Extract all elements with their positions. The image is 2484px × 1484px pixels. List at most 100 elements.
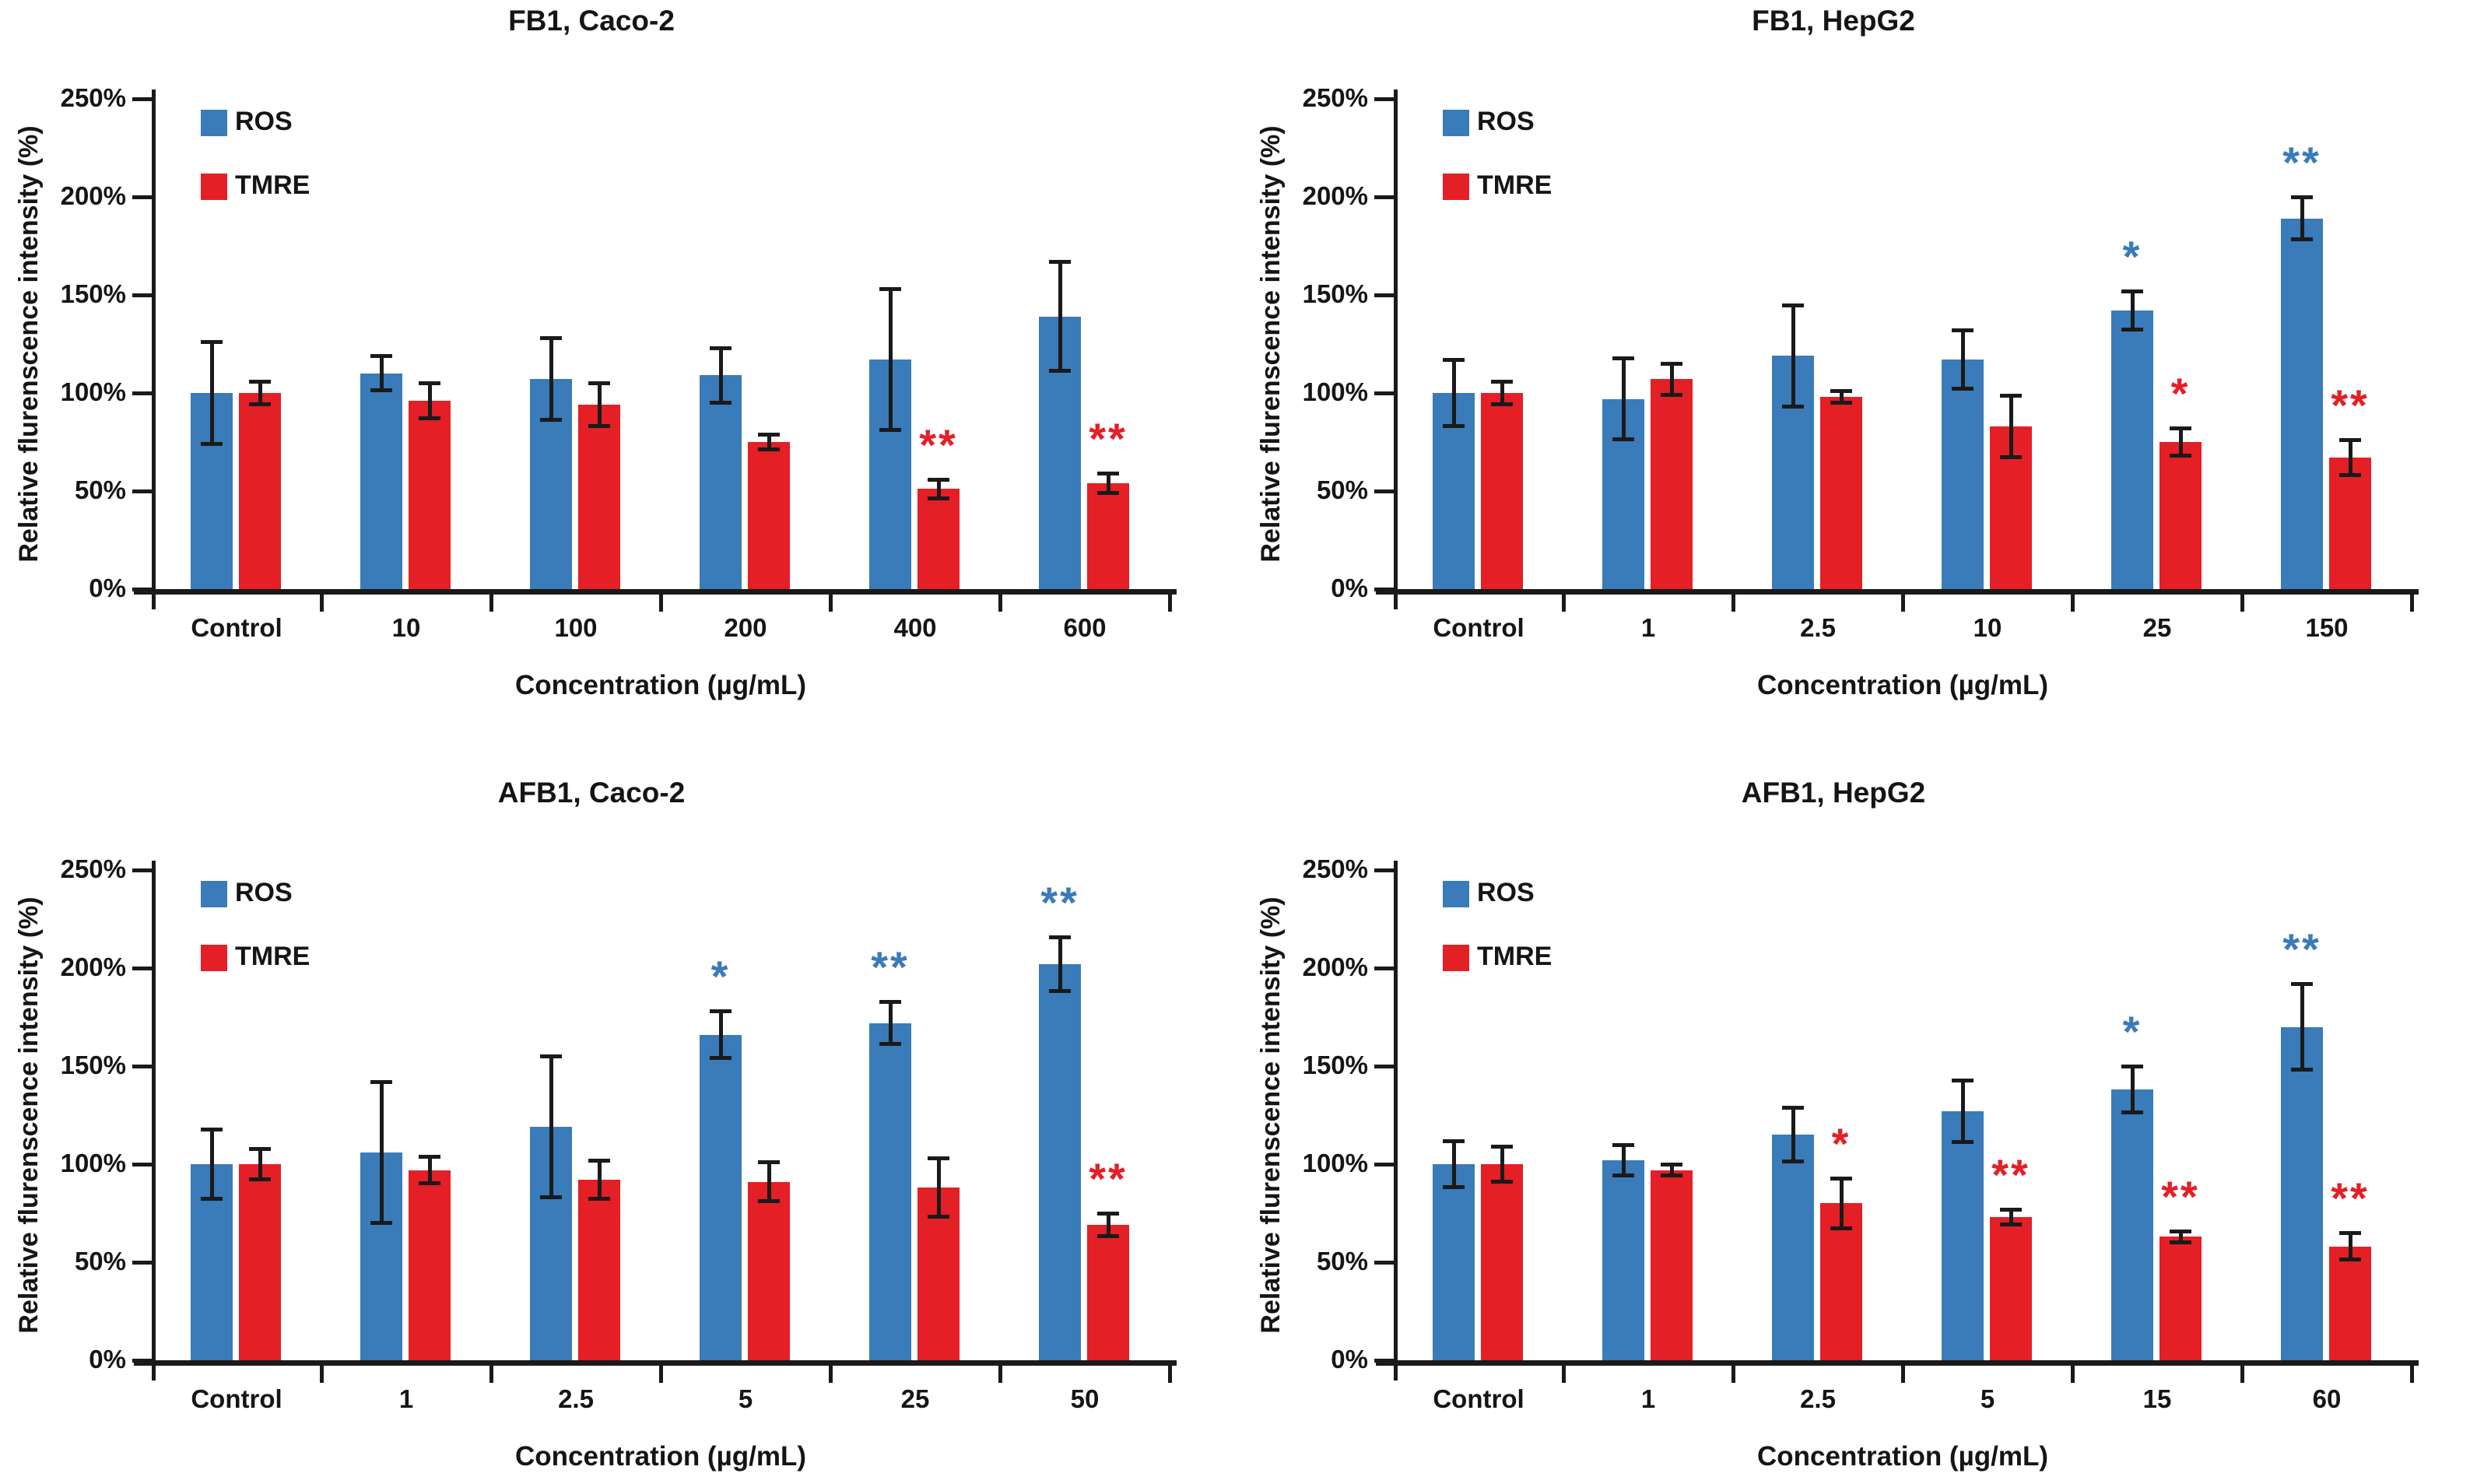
error-cap-top	[758, 1160, 780, 1165]
error-bar	[937, 1158, 941, 1218]
x-tick-label: 25	[900, 1384, 930, 1413]
y-axis-line	[152, 89, 156, 609]
bar-tmre	[578, 405, 620, 589]
bar-ros	[360, 373, 402, 589]
y-axis-label: Relative flurenscence intensity (%)	[1256, 125, 1286, 563]
error-cap-bottom	[2339, 1258, 2361, 1262]
bar-ros	[1602, 1159, 1644, 1360]
y-tick-label: 50%	[74, 1247, 126, 1275]
x-tick	[1731, 1364, 1735, 1383]
significance-marker: *	[2170, 369, 2191, 419]
bar-tmre	[1481, 393, 1523, 589]
error-bar	[719, 1011, 723, 1058]
error-cap-bottom	[758, 1198, 780, 1203]
error-cap-top	[1049, 260, 1071, 265]
error-bar	[1107, 1213, 1110, 1237]
error-cap-bottom	[1830, 1226, 1852, 1231]
error-cap-bottom	[2291, 1068, 2313, 1072]
bar-tmre	[1087, 482, 1129, 589]
error-cap-bottom	[2291, 237, 2313, 242]
y-tick	[132, 588, 153, 591]
y-tick	[1374, 391, 1395, 395]
error-cap-top	[588, 381, 610, 386]
error-bar	[210, 1128, 214, 1200]
error-cap-top	[1782, 1105, 1804, 1110]
x-tick	[489, 593, 493, 612]
y-tick-label: 150%	[60, 279, 126, 308]
error-cap-top	[1612, 1142, 1634, 1147]
error-bar	[1452, 360, 1456, 426]
bar-tmre	[239, 393, 281, 589]
error-bar	[2179, 1230, 2183, 1243]
error-cap-bottom	[1443, 423, 1465, 428]
x-tick	[659, 593, 663, 612]
significance-marker: **	[919, 419, 958, 469]
significance-marker: **	[2161, 1171, 2200, 1221]
bar-tmre	[1481, 1164, 1523, 1360]
error-cap-top	[1661, 1163, 1682, 1167]
y-tick	[1374, 588, 1395, 591]
error-cap-top	[2339, 438, 2361, 443]
y-tick-label: 250%	[1302, 854, 1368, 883]
panel-afb1-hepg2: AFB1, HepG2 Relative flurenscence intensi…	[1242, 742, 2484, 1484]
bar-tmre	[748, 1181, 790, 1360]
error-bar	[2009, 395, 2013, 458]
error-cap-bottom	[249, 402, 271, 407]
x-tick-label: 5	[738, 1384, 753, 1413]
error-cap-bottom	[1612, 1174, 1634, 1178]
error-cap-top	[1491, 379, 1513, 384]
y-tick-label: 150%	[60, 1051, 126, 1079]
error-cap-bottom	[879, 1042, 901, 1047]
error-cap-top	[2339, 1231, 2361, 1236]
error-bar	[380, 1082, 384, 1223]
error-cap-bottom	[540, 418, 562, 423]
error-bar	[1840, 391, 1844, 403]
y-tick-label: 100%	[1302, 1149, 1368, 1177]
x-tick	[1562, 593, 1566, 612]
y-tick	[1374, 1359, 1395, 1363]
error-cap-top	[710, 346, 732, 351]
error-cap-top	[1443, 358, 1465, 363]
error-cap-bottom	[1782, 404, 1804, 409]
y-tick-label: 100%	[60, 1149, 126, 1177]
error-cap-top	[588, 1158, 610, 1163]
legend-label-tmre: TMRE	[235, 942, 310, 971]
legend-label-ros: ROS	[235, 878, 293, 907]
error-bar	[598, 383, 602, 426]
x-tick-label: Control	[1433, 613, 1524, 642]
significance-marker: **	[1089, 1154, 1128, 1203]
x-axis-line	[134, 1360, 1177, 1366]
error-cap-bottom	[2170, 1240, 2191, 1244]
error-cap-bottom	[1612, 437, 1634, 442]
error-cap-top	[249, 379, 271, 384]
error-cap-top	[1049, 935, 1071, 939]
error-cap-top	[1952, 328, 1974, 333]
y-tick-label: 100%	[1302, 377, 1368, 406]
error-bar	[1840, 1177, 1844, 1230]
bar-tmre	[2329, 458, 2371, 589]
y-axis-label: Relative flurenscence intensity (%)	[1256, 896, 1286, 1334]
error-bar	[1670, 363, 1674, 395]
x-tick-label: Control	[1433, 1384, 1524, 1413]
y-tick	[1374, 293, 1395, 297]
bar-ros	[700, 375, 742, 589]
error-cap-top	[2000, 1207, 2022, 1212]
x-tick-label: 1	[1640, 1384, 1656, 1413]
error-cap-bottom	[1491, 402, 1513, 407]
y-tick	[132, 97, 153, 101]
x-tick	[1901, 593, 1905, 612]
error-bar	[1961, 1079, 1965, 1143]
error-cap-top	[2291, 195, 2313, 199]
y-tick-label: 200%	[60, 952, 126, 981]
y-tick-label: 250%	[1302, 83, 1368, 112]
error-bar	[549, 1056, 553, 1198]
error-cap-bottom	[2121, 328, 2143, 332]
error-cap-bottom	[588, 1197, 610, 1202]
x-tick	[320, 1364, 324, 1383]
legend-swatch-tmre-icon	[1443, 945, 1469, 971]
bar-ros	[2281, 218, 2323, 589]
error-cap-bottom	[710, 400, 732, 405]
error-cap-bottom	[1097, 1234, 1119, 1239]
y-tick	[1374, 967, 1395, 970]
